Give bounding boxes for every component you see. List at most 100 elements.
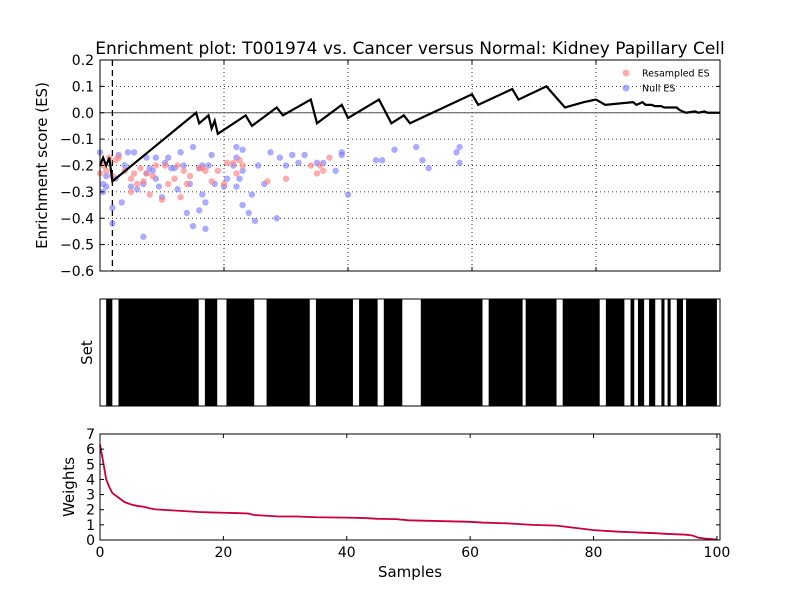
set-member-bar bbox=[676, 299, 683, 406]
weights-xtick-label: 0 bbox=[96, 545, 105, 561]
resampled-es-point bbox=[143, 170, 150, 177]
legend-null-marker bbox=[622, 84, 630, 92]
resampled-es-point bbox=[202, 167, 209, 174]
null-es-point bbox=[121, 162, 128, 169]
resampled-es-point bbox=[140, 178, 147, 185]
null-es-point bbox=[372, 157, 380, 164]
resampled-es-point bbox=[326, 154, 333, 161]
resampled-es-point bbox=[161, 162, 169, 169]
weights-ytick-label: 2 bbox=[86, 503, 95, 519]
es-ytick-label: −0.2 bbox=[60, 159, 94, 175]
es-ytick-label: −0.5 bbox=[60, 238, 94, 254]
null-es-point bbox=[223, 175, 231, 182]
resampled-es-point bbox=[127, 188, 135, 196]
resampled-es-point bbox=[320, 167, 327, 174]
null-es-point bbox=[289, 151, 296, 159]
weights-xtick-label: 60 bbox=[461, 545, 479, 561]
set-member-bar bbox=[661, 299, 665, 406]
set-member-bar bbox=[383, 299, 403, 406]
weights-ytick-label: 5 bbox=[86, 457, 95, 473]
null-es-point bbox=[332, 167, 339, 174]
set-member-bar bbox=[525, 299, 557, 406]
weights-line bbox=[99, 444, 718, 541]
null-es-point bbox=[248, 191, 256, 198]
es-ytick-label: 0.1 bbox=[72, 79, 94, 95]
es-ytick-label: 0.0 bbox=[72, 106, 94, 122]
es-ytick-label: −0.4 bbox=[60, 211, 94, 227]
set-member-bar bbox=[266, 299, 310, 406]
set-member-bar bbox=[630, 299, 635, 406]
legend-resampled-marker bbox=[622, 69, 630, 77]
resampled-es-point bbox=[239, 162, 246, 169]
null-es-point bbox=[344, 191, 352, 198]
null-es-point bbox=[196, 207, 203, 214]
null-es-point bbox=[276, 154, 283, 161]
null-es-point bbox=[338, 149, 345, 156]
resampled-es-point bbox=[137, 164, 144, 172]
weights-ylabel: Weights bbox=[60, 457, 78, 517]
null-es-point bbox=[419, 157, 426, 164]
set-ylabel: Set bbox=[78, 340, 96, 365]
set-member-bar bbox=[226, 299, 255, 406]
resampled-es-point bbox=[177, 193, 184, 201]
resampled-es-point bbox=[233, 170, 240, 177]
resampled-es-point bbox=[316, 162, 324, 169]
resampled-es-point bbox=[174, 162, 181, 169]
null-es-point bbox=[202, 199, 209, 206]
resampled-es-point bbox=[127, 175, 135, 182]
null-es-point bbox=[239, 146, 246, 153]
null-es-point bbox=[152, 154, 159, 161]
null-es-point bbox=[282, 162, 290, 169]
null-es-point bbox=[199, 191, 206, 198]
set-member-bar bbox=[686, 299, 717, 406]
null-es-point bbox=[183, 209, 190, 217]
resampled-es-point bbox=[183, 180, 190, 188]
null-es-point bbox=[391, 146, 398, 153]
weights-ytick-label: 7 bbox=[86, 427, 95, 443]
resampled-es-point bbox=[146, 191, 153, 198]
resampled-es-point bbox=[180, 167, 187, 174]
set-member-bar bbox=[649, 299, 656, 406]
resampled-es-point bbox=[282, 175, 290, 182]
resampled-es-point bbox=[152, 162, 159, 169]
legend-resampled-label: Resampled ES bbox=[642, 69, 710, 80]
null-es-point bbox=[273, 215, 280, 222]
null-es-point bbox=[124, 149, 132, 156]
set-member-bar bbox=[106, 299, 113, 406]
chart-title: Enrichment plot: T001974 vs. Cancer vers… bbox=[95, 39, 725, 59]
weights-xtick-label: 40 bbox=[338, 545, 356, 561]
null-es-point bbox=[103, 172, 110, 180]
null-es-point bbox=[378, 157, 386, 164]
resampled-es-point bbox=[130, 170, 138, 177]
resampled-es-point bbox=[115, 154, 122, 161]
null-es-point bbox=[453, 149, 460, 156]
null-es-point bbox=[245, 209, 252, 217]
set-member-bar bbox=[420, 299, 483, 406]
set-member-bar bbox=[667, 299, 671, 406]
resampled-es-point bbox=[134, 180, 141, 188]
legend-null-label: Null ES bbox=[642, 84, 675, 95]
null-es-point bbox=[456, 143, 463, 151]
resampled-es-point bbox=[186, 172, 194, 180]
null-es-point bbox=[140, 233, 147, 240]
set-member-bar bbox=[315, 299, 353, 406]
resampled-es-point bbox=[171, 175, 178, 182]
es-ytick-label: −0.3 bbox=[60, 185, 94, 201]
resampled-es-point bbox=[307, 162, 314, 169]
null-es-point bbox=[180, 162, 187, 169]
null-es-point bbox=[254, 162, 262, 169]
resampled-es-point bbox=[236, 157, 243, 164]
weights-ytick-label: 0 bbox=[86, 533, 95, 549]
es-line bbox=[98, 85, 720, 184]
null-es-point bbox=[267, 149, 274, 156]
null-es-point bbox=[109, 204, 116, 211]
weights-ytick-label: 1 bbox=[86, 518, 95, 534]
weights-xtick-label: 100 bbox=[704, 545, 731, 561]
null-es-point bbox=[202, 225, 209, 232]
null-es-point bbox=[155, 183, 163, 190]
null-es-point bbox=[149, 167, 156, 174]
weights-ytick-label: 6 bbox=[86, 442, 95, 458]
null-es-point bbox=[189, 222, 197, 230]
